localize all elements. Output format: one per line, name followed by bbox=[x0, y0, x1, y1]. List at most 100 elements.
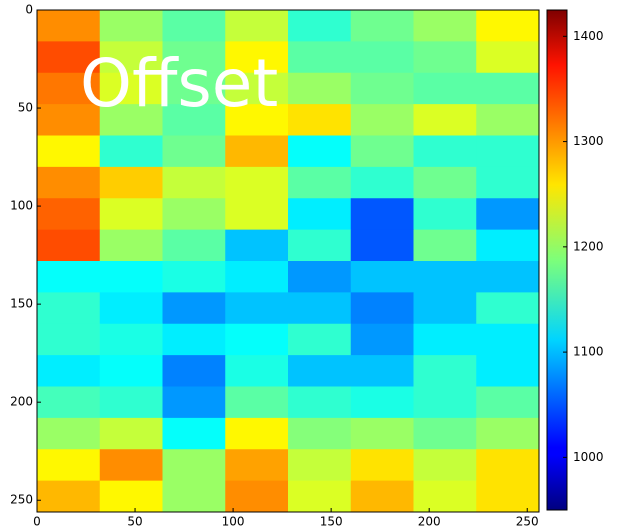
heatmap-cell bbox=[225, 230, 288, 262]
heatmap-cell bbox=[100, 355, 163, 387]
heatmap-cell bbox=[100, 261, 163, 293]
colorbar-tick-label: 1000 bbox=[573, 450, 604, 464]
colorbar-tick-label: 1300 bbox=[573, 134, 604, 148]
x-tick-label: 250 bbox=[516, 515, 539, 529]
heatmap-cell bbox=[100, 10, 163, 42]
heatmap-cell bbox=[225, 481, 288, 513]
y-tick-label: 50 bbox=[18, 101, 33, 115]
heatmap-cell bbox=[37, 10, 100, 42]
heatmap-cell bbox=[288, 167, 351, 199]
heatmap-cell bbox=[476, 292, 539, 324]
heatmap-cell bbox=[288, 418, 351, 450]
heatmap-cell bbox=[414, 230, 477, 262]
heatmap-cell bbox=[351, 73, 414, 105]
heatmap-cell bbox=[351, 355, 414, 387]
heatmap-cell bbox=[163, 136, 226, 168]
heatmap-cell bbox=[288, 136, 351, 168]
x-tick-label: 50 bbox=[127, 515, 142, 529]
heatmap-cell bbox=[37, 198, 100, 230]
heatmap-cell bbox=[476, 73, 539, 105]
heatmap-cell bbox=[351, 292, 414, 324]
heatmap-cell bbox=[351, 324, 414, 356]
heatmap-cell bbox=[351, 10, 414, 42]
heatmap-cell bbox=[414, 418, 477, 450]
heatmap-cell bbox=[225, 136, 288, 168]
heatmap-cell bbox=[414, 324, 477, 356]
heatmap-cell bbox=[163, 418, 226, 450]
y-tick-label: 0 bbox=[25, 3, 33, 17]
heatmap-cell bbox=[100, 324, 163, 356]
heatmap-cell bbox=[37, 167, 100, 199]
heatmap-cell bbox=[414, 292, 477, 324]
heatmap-cell bbox=[225, 418, 288, 450]
heatmap-cell bbox=[100, 387, 163, 419]
heatmap-cell bbox=[476, 104, 539, 136]
heatmap-cell bbox=[100, 198, 163, 230]
colorbar-tick-label: 1100 bbox=[573, 345, 604, 359]
heatmap-cell bbox=[225, 324, 288, 356]
heatmap-cell bbox=[225, 10, 288, 42]
heatmap-cell bbox=[351, 104, 414, 136]
heatmap-cell bbox=[163, 230, 226, 262]
heatmap-cell bbox=[37, 261, 100, 293]
heatmap-cell bbox=[351, 418, 414, 450]
heatmap-cell bbox=[288, 387, 351, 419]
heatmap-cell bbox=[37, 481, 100, 513]
heatmap-cell bbox=[100, 136, 163, 168]
heatmap-cell bbox=[351, 167, 414, 199]
heatmap-cell bbox=[288, 41, 351, 73]
heatmap-cell bbox=[476, 41, 539, 73]
colorbar-tick-label: 1400 bbox=[573, 29, 604, 43]
x-tick-label: 100 bbox=[222, 515, 245, 529]
heatmap-cell bbox=[225, 261, 288, 293]
x-tick-label: 200 bbox=[418, 515, 441, 529]
heatmap-cell bbox=[414, 136, 477, 168]
heatmap-cell bbox=[163, 481, 226, 513]
heatmap-cell bbox=[225, 387, 288, 419]
colorbar bbox=[547, 10, 567, 510]
colorbar-tick-label: 1200 bbox=[573, 239, 604, 253]
heatmap-cell bbox=[476, 387, 539, 419]
heatmap-cell bbox=[351, 481, 414, 513]
heatmap-cell bbox=[37, 418, 100, 450]
heatmap-cell bbox=[100, 230, 163, 262]
heatmap-cell bbox=[163, 10, 226, 42]
x-tick-label: 150 bbox=[320, 515, 343, 529]
heatmap-cell bbox=[414, 449, 477, 481]
heatmap-cell bbox=[37, 355, 100, 387]
x-tick-label: 0 bbox=[33, 515, 41, 529]
heatmap-cell bbox=[288, 10, 351, 42]
heatmap-cell bbox=[100, 449, 163, 481]
heatmap-cell bbox=[414, 481, 477, 513]
heatmap-cell bbox=[288, 481, 351, 513]
heatmap-cell bbox=[414, 387, 477, 419]
heatmap-cell bbox=[163, 387, 226, 419]
heatmap-cell bbox=[163, 355, 226, 387]
heatmap-cell bbox=[163, 449, 226, 481]
heatmap-cell bbox=[351, 387, 414, 419]
heatmap-cell bbox=[288, 198, 351, 230]
heatmap-cell bbox=[37, 230, 100, 262]
heatmap-cell bbox=[414, 10, 477, 42]
heatmap-cell bbox=[414, 355, 477, 387]
heatmap-cell bbox=[476, 418, 539, 450]
heatmap-cell bbox=[351, 449, 414, 481]
heatmap-cell bbox=[100, 418, 163, 450]
heatmap-cell bbox=[163, 292, 226, 324]
y-tick-label: 150 bbox=[10, 297, 33, 311]
heatmap-cell bbox=[476, 481, 539, 513]
heatmap-cell bbox=[476, 261, 539, 293]
heatmap-cell bbox=[476, 324, 539, 356]
heatmap-cell bbox=[163, 167, 226, 199]
heatmap-cell bbox=[476, 167, 539, 199]
heatmap-cell bbox=[476, 10, 539, 42]
heatmap-cell bbox=[37, 136, 100, 168]
heatmap-cell bbox=[163, 198, 226, 230]
heatmap-cell bbox=[414, 167, 477, 199]
heatmap-cell bbox=[351, 198, 414, 230]
y-tick-label: 200 bbox=[10, 395, 33, 409]
annotation: Offset bbox=[80, 45, 278, 122]
heatmap-cell bbox=[288, 355, 351, 387]
heatmap-cell bbox=[288, 449, 351, 481]
heatmap-cell bbox=[476, 230, 539, 262]
